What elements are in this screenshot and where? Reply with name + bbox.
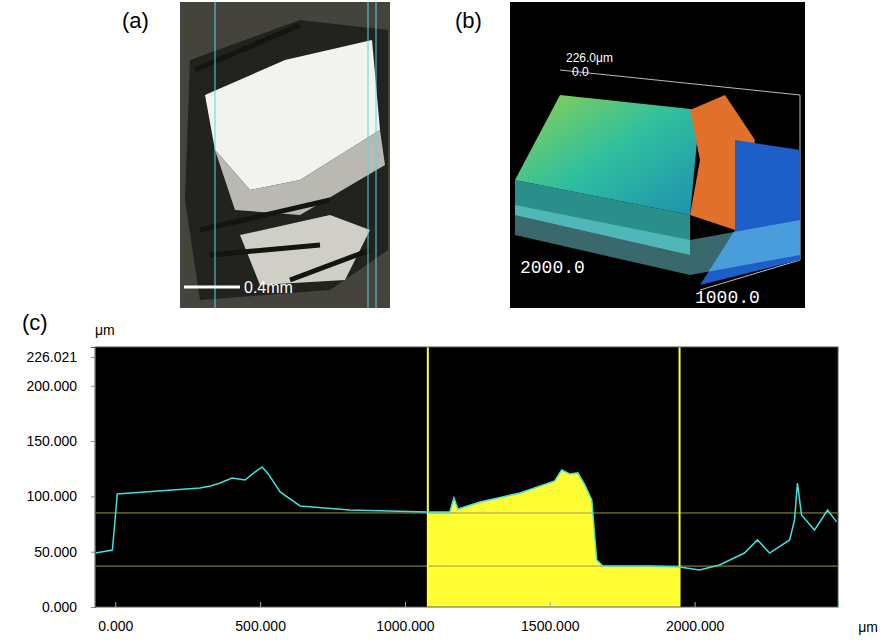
- x-tick-label: 1000.000: [376, 618, 435, 634]
- cursor-horizontal: [95, 512, 838, 513]
- crack: [195, 25, 300, 70]
- surface-label: 2000.0: [520, 258, 585, 278]
- scale-bar: [184, 286, 240, 289]
- figure: 0.4mm (a) 226.0μm0.0 2000.0 1000.0 (b) 0.000 50…: [0, 0, 888, 643]
- cursor-horizontal: [95, 566, 838, 567]
- plot-background: [95, 347, 838, 607]
- x-tick-label: 0.000: [98, 618, 133, 634]
- y-tick-label: 200.000: [26, 378, 77, 394]
- plot-area: [95, 347, 838, 607]
- y-axis-line: [91, 348, 96, 608]
- y-tick: 100.000: [26, 488, 95, 504]
- y-tick: 50.000: [34, 544, 95, 560]
- crack: [200, 200, 330, 230]
- panel-b: 226.0μm0.0 2000.0 1000.0 (b): [455, 2, 805, 308]
- crack: [210, 245, 320, 255]
- y-tick: 0.000: [42, 599, 95, 615]
- x-tick-mark: [695, 602, 696, 607]
- x-axis: 0.000 500.000 1000.000 1500.000 2000.000: [96, 602, 839, 634]
- profile-line: [95, 467, 836, 570]
- x-tick-label: 2000.000: [666, 618, 725, 634]
- x-tick-mark: [115, 602, 116, 607]
- cursor-vertical: [679, 347, 681, 607]
- y-tick: 200.000: [26, 378, 95, 394]
- highlight-area: [428, 467, 680, 607]
- x-tick-mark: [260, 602, 261, 607]
- surface-label: 0.0: [572, 65, 589, 79]
- y-tick-label: 100.000: [26, 488, 77, 504]
- cursor-line: [376, 2, 377, 308]
- y-tick-mark: [91, 496, 95, 497]
- cursor-vertical: [427, 347, 429, 607]
- surface-top: [515, 95, 700, 215]
- cursor-line: [215, 2, 216, 308]
- x-axis-title: μm: [858, 619, 878, 635]
- surface-label: 226.0μm: [566, 51, 613, 65]
- highlight-group: [428, 467, 680, 607]
- x-tick: 2000.000: [666, 602, 725, 634]
- x-tick: 1500.000: [521, 602, 580, 634]
- y-tick-mark: [91, 386, 95, 387]
- panel-letter: (c): [22, 310, 48, 335]
- y-tick-label: 0.000: [42, 599, 77, 615]
- crack: [290, 250, 370, 280]
- y-axis-title: μm: [95, 322, 115, 338]
- cursor-line: [368, 2, 369, 308]
- plot-frame: [95, 347, 838, 607]
- photo-background: [180, 2, 390, 308]
- y-axis: 0.000 50.000 100.000 150.000 200.000 226.021: [26, 348, 95, 615]
- y-tick-label: 226.021: [26, 349, 77, 365]
- x-tick-label: 1500.000: [521, 618, 580, 634]
- surface-background: [510, 2, 805, 308]
- panel-c: 0.000500.0001000.0001500.0002000.0000.00…: [22, 310, 878, 635]
- x-tick-mark: [405, 602, 406, 607]
- surface-label: 1000.0: [695, 288, 760, 308]
- x-axis-line: [96, 602, 839, 608]
- y-tick-mark: [91, 441, 95, 442]
- y-tick-mark: [91, 552, 95, 553]
- x-tick: 1000.000: [376, 602, 435, 634]
- x-tick-label: 500.000: [235, 618, 286, 634]
- y-tick-mark: [91, 357, 95, 358]
- y-tick-mark: [91, 607, 95, 608]
- panel-letter: (a): [122, 8, 149, 33]
- y-tick-label: 50.000: [34, 544, 77, 560]
- scale-bar-label: 0.4mm: [244, 279, 293, 296]
- y-tick: 226.021: [26, 349, 95, 365]
- y-tick-label: 150.000: [26, 433, 77, 449]
- panel-letter: (b): [455, 8, 482, 33]
- x-tick: 0.000: [98, 602, 133, 634]
- crystal-face-shade: [215, 130, 385, 215]
- x-tick-mark: [550, 602, 551, 607]
- y-tick: 150.000: [26, 433, 95, 449]
- panel-a: 0.4mm (a): [122, 2, 390, 308]
- x-tick: 500.000: [235, 602, 286, 634]
